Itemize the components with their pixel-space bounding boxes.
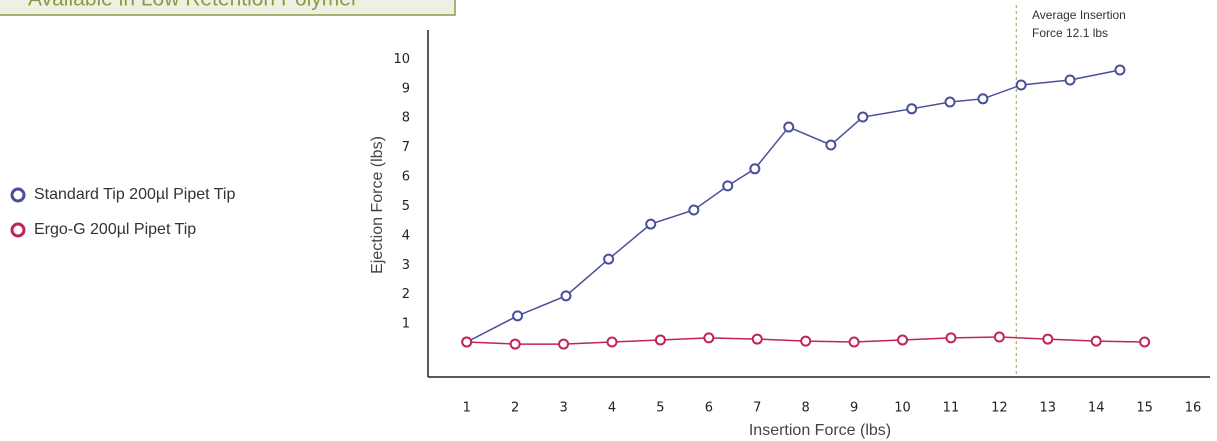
point — [993, 331, 1005, 343]
x-tick-label: 5 — [656, 401, 664, 416]
point — [944, 96, 956, 108]
point — [1064, 74, 1076, 86]
legend-marker — [10, 187, 26, 203]
y-tick-label: 4 — [402, 228, 410, 243]
y-tick-label: 8 — [402, 111, 410, 126]
point — [751, 333, 763, 345]
x-tick-label: 10 — [894, 401, 911, 416]
point — [654, 334, 666, 346]
point — [906, 103, 918, 115]
y-tick-label: 10 — [393, 52, 410, 67]
x-tick-label: 7 — [753, 401, 761, 416]
y-tick-label: 6 — [402, 170, 410, 185]
banner-text: Available in Low Retention Polymer — [28, 0, 358, 11]
legend-label: Standard Tip 200µl Pipet Tip — [34, 186, 235, 203]
point — [857, 111, 869, 123]
point — [703, 332, 715, 344]
x-tick-label: 14 — [1088, 401, 1105, 416]
point — [783, 121, 795, 133]
y-axis-label: Ejection Force (lbs) — [369, 136, 386, 274]
point — [800, 335, 812, 347]
x-tick-label: 15 — [1136, 401, 1153, 416]
point — [558, 338, 570, 350]
x-tick-label: 3 — [559, 401, 567, 416]
point — [945, 332, 957, 344]
point — [512, 310, 524, 322]
banner-box — [0, 0, 456, 16]
y-tick-label: 3 — [402, 258, 410, 273]
point — [1139, 336, 1151, 348]
legend-marker — [10, 222, 26, 238]
x-tick-label: 4 — [608, 401, 616, 416]
point — [560, 290, 572, 302]
x-tick-label: 16 — [1185, 401, 1202, 416]
x-tick-label: 1 — [463, 401, 471, 416]
x-axis-label: Insertion Force (lbs) — [749, 422, 891, 439]
x-tick-label: 6 — [705, 401, 713, 416]
point — [848, 336, 860, 348]
annotation: Force 12.1 lbs — [1032, 26, 1108, 40]
y-tick-label: 2 — [402, 287, 410, 302]
point — [645, 218, 657, 230]
x-tick-label: 9 — [850, 401, 858, 416]
y-tick-label: 7 — [402, 140, 410, 155]
y-tick-label: 5 — [402, 199, 410, 214]
point — [977, 93, 989, 105]
point — [749, 163, 761, 175]
annotation: Average Insertion — [1032, 8, 1126, 22]
point — [1015, 79, 1027, 91]
legend-label: Ergo-G 200µl Pipet Tip — [34, 221, 196, 238]
point — [603, 253, 615, 265]
point — [722, 180, 734, 192]
x-tick-label: 8 — [802, 401, 810, 416]
point — [1042, 333, 1054, 345]
x-tick-label: 13 — [1040, 401, 1057, 416]
point — [1114, 64, 1126, 76]
point — [897, 334, 909, 346]
series-line — [466, 69, 1121, 343]
x-tick-label: 11 — [943, 401, 960, 416]
point — [509, 338, 521, 350]
y-tick-label: 9 — [402, 81, 410, 96]
point — [825, 139, 837, 151]
point — [688, 204, 700, 216]
point — [606, 336, 618, 348]
y-tick-label: 1 — [402, 317, 410, 332]
point — [461, 336, 473, 348]
x-tick-label: 12 — [991, 401, 1008, 416]
point — [1090, 335, 1102, 347]
x-tick-label: 2 — [511, 401, 519, 416]
